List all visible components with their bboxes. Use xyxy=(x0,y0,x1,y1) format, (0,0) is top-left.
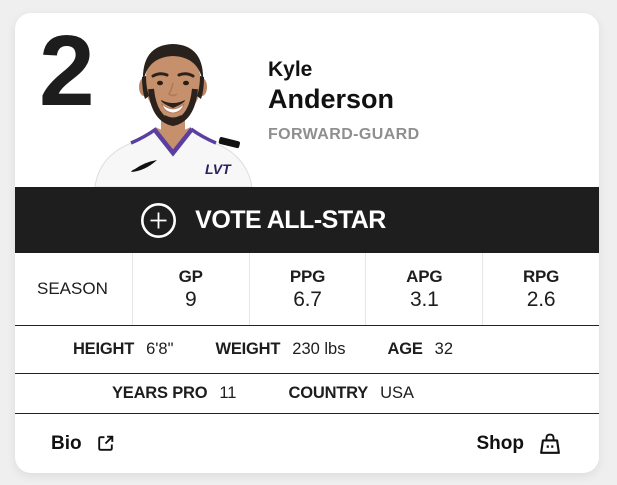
age-pair: AGE 32 xyxy=(388,340,454,359)
bio-link-label: Bio xyxy=(51,432,82,454)
stat-cell-apg: APG 3.1 xyxy=(365,253,482,325)
external-link-icon xyxy=(95,433,116,454)
country-value: USA xyxy=(380,384,415,402)
stat-value-gp: 9 xyxy=(184,287,197,311)
season-stats-row: SEASON GP 9 PPG 6.7 APG 3.1 RPG 2.6 xyxy=(15,253,599,325)
player-headshot: LVT xyxy=(85,33,262,188)
height-pair: HEIGHT 6'8" xyxy=(73,340,174,359)
stat-label-ppg: PPG xyxy=(289,266,326,286)
season-stats-label-cell: SEASON xyxy=(15,253,132,325)
shop-link[interactable]: Shop xyxy=(477,431,564,457)
stat-label-apg: APG xyxy=(406,266,443,286)
stat-value-apg: 3.1 xyxy=(409,287,439,311)
country-pair: COUNTRY USA xyxy=(289,384,415,403)
stat-cell-ppg: PPG 6.7 xyxy=(248,253,366,325)
stat-label-gp: GP xyxy=(178,266,203,286)
bio-link[interactable]: Bio xyxy=(51,433,116,455)
career-details-row: YEARS PRO 11 COUNTRY USA xyxy=(15,373,599,413)
player-name-block: Kyle Anderson FORWARD-GUARD xyxy=(268,57,420,144)
shop-link-label: Shop xyxy=(476,432,525,454)
age-value: 32 xyxy=(434,340,454,358)
country-label: COUNTRY xyxy=(288,384,369,402)
player-position: FORWARD-GUARD xyxy=(268,125,420,143)
years-pro-label: YEARS PRO xyxy=(111,384,208,402)
stat-value-ppg: 6.7 xyxy=(293,287,322,311)
rank-number: 2 xyxy=(39,15,95,127)
player-first-name: Kyle xyxy=(268,58,313,81)
age-label: AGE xyxy=(387,340,423,358)
player-last-name: Anderson xyxy=(268,84,395,115)
shopping-bag-icon xyxy=(537,431,563,457)
weight-pair: WEIGHT 230 lbs xyxy=(215,340,345,359)
years-pro-value: 11 xyxy=(219,384,237,402)
jersey-sponsor-text: LVT xyxy=(205,161,232,177)
stat-cell-gp: GP 9 xyxy=(131,253,249,325)
plus-circle-icon xyxy=(140,202,177,239)
height-value: 6'8" xyxy=(146,340,174,358)
stat-value-rpg: 2.6 xyxy=(526,287,556,311)
card-header: 2 LVT xyxy=(15,13,599,188)
physical-details-row: HEIGHT 6'8" WEIGHT 230 lbs AGE 32 xyxy=(15,325,599,373)
vote-all-star-button[interactable]: VOTE ALL-STAR xyxy=(15,187,599,253)
player-headshot-illustration: LVT xyxy=(94,44,253,188)
years-pro-pair: YEARS PRO 11 xyxy=(112,384,237,403)
footer-links-row: Bio Shop xyxy=(15,413,599,473)
vote-all-star-label: VOTE ALL-STAR xyxy=(195,205,386,234)
weight-label: WEIGHT xyxy=(215,340,281,358)
height-label: HEIGHT xyxy=(72,340,135,358)
weight-value: 230 lbs xyxy=(292,340,346,358)
stat-cell-rpg: RPG 2.6 xyxy=(482,253,599,325)
player-vote-card: 2 LVT xyxy=(15,13,599,473)
stat-label-rpg: RPG xyxy=(522,266,560,286)
season-label: SEASON xyxy=(37,279,108,298)
